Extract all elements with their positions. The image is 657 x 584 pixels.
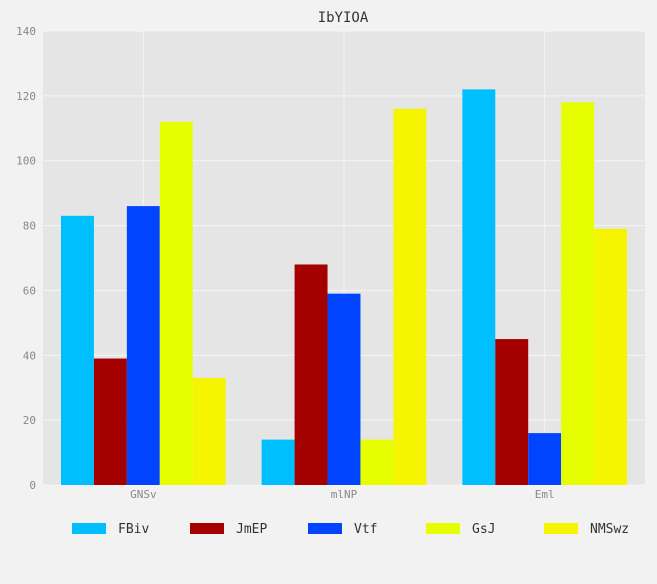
x-axis-ticks: GNSv mlNP Eml bbox=[130, 488, 555, 501]
bar-Vtf-GNSv bbox=[126, 206, 160, 485]
y-tick-label: 0 bbox=[29, 479, 36, 492]
bar-FBiv-Eml bbox=[462, 89, 496, 485]
legend-label-Vtf: Vtf bbox=[354, 522, 377, 537]
bar-JmEP-Eml bbox=[495, 339, 529, 485]
bar-FBiv-mlNP bbox=[261, 439, 295, 485]
legend-swatch-JmEP bbox=[190, 523, 224, 534]
legend: FBiv JmEP Vtf GsJ NMSwz bbox=[72, 522, 629, 537]
bar-Vtf-Eml bbox=[528, 433, 562, 485]
y-tick-label: 80 bbox=[23, 220, 36, 233]
legend-label-NMSwz: NMSwz bbox=[590, 522, 629, 537]
bar-Vtf-mlNP bbox=[327, 293, 361, 485]
y-axis-ticks: 0 20 40 60 80 100 120 140 bbox=[16, 25, 36, 492]
bar-GsJ-Eml bbox=[561, 102, 595, 485]
y-tick-label: 60 bbox=[23, 284, 36, 297]
bar-JmEP-mlNP bbox=[294, 264, 328, 485]
legend-swatch-Vtf bbox=[308, 523, 342, 534]
legend-label-JmEP: JmEP bbox=[236, 522, 267, 537]
x-tick-label: Eml bbox=[535, 488, 555, 501]
bar-NMSwz-mlNP bbox=[393, 108, 427, 485]
y-tick-label: 40 bbox=[23, 349, 36, 362]
x-tick-label: mlNP bbox=[331, 488, 358, 501]
bar-GsJ-mlNP bbox=[360, 439, 394, 485]
legend-swatch-FBiv bbox=[72, 523, 106, 534]
bar-JmEP-GNSv bbox=[93, 358, 127, 485]
bar-NMSwz-GNSv bbox=[192, 377, 226, 485]
y-tick-label: 100 bbox=[16, 155, 36, 168]
chart-title: IbYIOA bbox=[318, 10, 369, 26]
x-tick-label: GNSv bbox=[130, 488, 157, 501]
legend-swatch-NMSwz bbox=[544, 523, 578, 534]
legend-swatch-GsJ bbox=[426, 523, 460, 534]
legend-label-FBiv: FBiv bbox=[118, 522, 149, 537]
y-tick-label: 120 bbox=[16, 90, 36, 103]
bar-FBiv-GNSv bbox=[61, 215, 94, 486]
y-tick-label: 140 bbox=[16, 25, 36, 38]
y-tick-label: 20 bbox=[23, 414, 36, 427]
bar-GsJ-GNSv bbox=[159, 121, 193, 486]
bars bbox=[61, 89, 627, 486]
bar-NMSwz-Eml bbox=[594, 228, 627, 486]
legend-label-GsJ: GsJ bbox=[472, 522, 495, 537]
